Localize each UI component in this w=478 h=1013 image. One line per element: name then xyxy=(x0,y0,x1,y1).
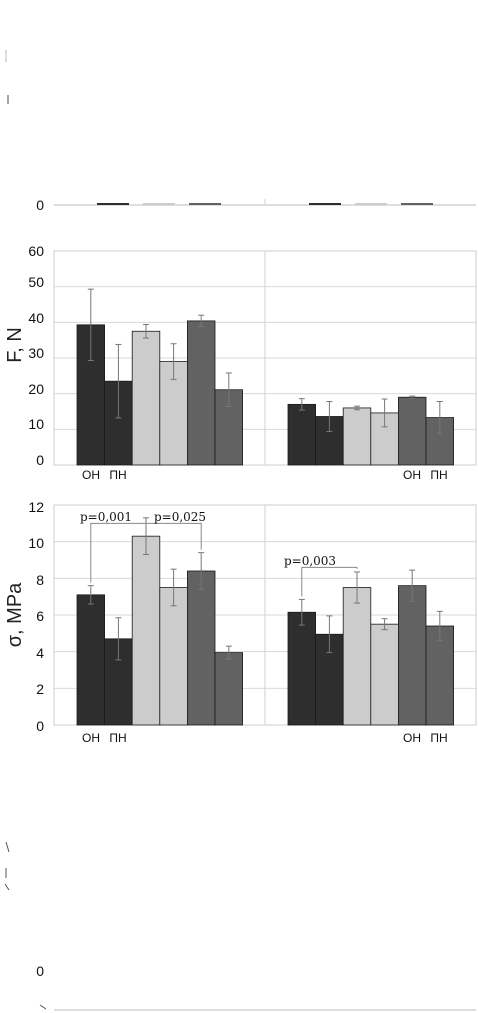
stress-bar xyxy=(287,611,317,726)
stress-category-label: ОН xyxy=(82,731,100,745)
force-ytick: 10 xyxy=(28,416,44,432)
force-category-label: ПН xyxy=(430,468,447,482)
stress-ytick: 8 xyxy=(36,572,44,588)
stress-bar xyxy=(342,587,372,726)
force-category-label: ОН xyxy=(403,468,421,482)
force-ytick: 50 xyxy=(28,274,44,290)
top-partial-panel: 0 xyxy=(5,50,476,213)
stress-bar xyxy=(370,623,399,726)
significance-bracket xyxy=(146,522,202,550)
force-chart: F, N 0 10 20 30 40 50 60 ОН ПН ОН ПН xyxy=(4,243,477,482)
stress-chart: σ, MPa 0 2 4 6 8 10 12 ОН ПН ОН ПН p=0,001 p=0,025 p=0… xyxy=(4,499,477,745)
top-partial-bar xyxy=(401,203,433,205)
stress-ytick: 0 xyxy=(36,718,44,734)
top-partial-bar xyxy=(97,203,129,205)
stress-category-label: ПН xyxy=(109,731,126,745)
significance-bracket xyxy=(90,522,146,583)
bottom-partial-mark xyxy=(5,841,10,853)
force-category-label: ПН xyxy=(109,468,126,482)
force-ytick: 20 xyxy=(28,381,44,397)
significance-label: p=0,003 xyxy=(284,554,336,568)
stress-bar xyxy=(425,625,455,726)
force-bar xyxy=(287,403,317,466)
significance-label: p=0,001 xyxy=(80,510,132,524)
force-bar xyxy=(342,407,372,466)
force-ytick: 60 xyxy=(28,243,44,259)
stress-ytick: 6 xyxy=(36,608,44,624)
stress-bar xyxy=(131,535,161,726)
stress-bar xyxy=(159,587,188,726)
force-ytick: 40 xyxy=(28,310,44,326)
bottom-partial-mark xyxy=(4,883,10,891)
bottom-partial-tick: 0 xyxy=(36,963,44,979)
top-partial-tick: 0 xyxy=(36,197,44,213)
stress-ytick: 10 xyxy=(28,535,44,551)
stress-bar xyxy=(214,652,244,726)
top-partial-bar xyxy=(355,203,387,205)
force-bar xyxy=(186,320,216,466)
significance-bracket xyxy=(301,566,358,597)
stress-ytick: 12 xyxy=(28,499,44,515)
stress-category-label: ОН xyxy=(403,731,421,745)
force-bar xyxy=(397,396,427,466)
stress-ylabel: σ, MPa xyxy=(4,582,26,647)
force-ylabel: F, N xyxy=(4,327,26,363)
stress-bar xyxy=(76,594,106,726)
bottom-partial-mark xyxy=(39,1004,47,1010)
force-ytick: 0 xyxy=(36,452,44,468)
top-partial-bar xyxy=(309,203,341,205)
stress-bar xyxy=(186,570,216,726)
force-grid xyxy=(53,250,477,466)
force-category-label: ОН xyxy=(82,468,100,482)
force-ytick: 30 xyxy=(28,345,44,361)
top-partial-bar xyxy=(189,203,221,205)
stress-ytick: 2 xyxy=(36,681,44,697)
stress-category-label: ПН xyxy=(430,731,447,745)
stress-bar xyxy=(397,585,427,726)
top-partial-bar xyxy=(143,203,175,205)
stress-ytick: 4 xyxy=(36,645,44,661)
bottom-partial-panel: 0 xyxy=(4,841,476,1011)
significance-label: p=0,025 xyxy=(154,510,206,524)
force-bar xyxy=(131,330,161,466)
